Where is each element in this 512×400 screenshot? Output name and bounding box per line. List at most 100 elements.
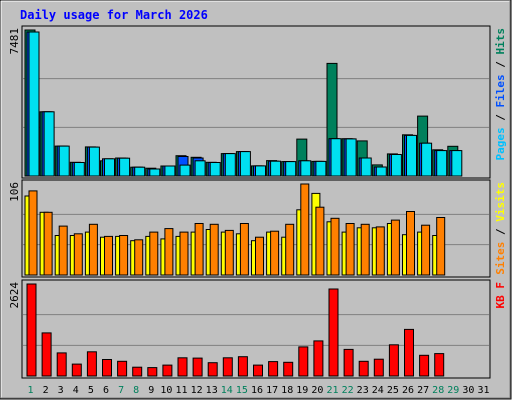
- bar-sites: [194, 223, 204, 276]
- day-label: 2: [43, 385, 49, 396]
- bar-kb-f: [71, 363, 82, 377]
- day-label: 27: [417, 385, 429, 396]
- bar-pages: [285, 161, 297, 177]
- legend-entry: Hits: [494, 28, 507, 55]
- panel-max-label: 106: [8, 182, 21, 202]
- bar-pages: [224, 153, 236, 177]
- day-label: 7: [118, 385, 124, 396]
- panel-visits-sites: 106 Sites / Visits: [8, 179, 507, 278]
- legend-entry: Files: [494, 74, 507, 107]
- bar-sites: [58, 225, 68, 276]
- bar-sites: [164, 228, 174, 276]
- bar-pages: [451, 150, 463, 177]
- bar-kb-f: [313, 340, 324, 377]
- day-label: 6: [103, 385, 109, 396]
- bar-pages: [209, 162, 221, 177]
- day-label: 4: [73, 385, 79, 396]
- bar-sites: [209, 223, 219, 276]
- bar-kb-f: [192, 357, 203, 377]
- day-label: 25: [387, 385, 399, 396]
- bar-pages: [164, 165, 176, 177]
- bar-sites: [390, 219, 400, 276]
- panel-max-label: 2624: [8, 282, 21, 309]
- panel-legend: Pages / Files / Hits: [494, 28, 507, 161]
- day-label: 29: [447, 385, 459, 396]
- day-label: 11: [175, 385, 187, 396]
- bar-kb-f: [358, 360, 369, 377]
- bar-pages: [179, 164, 191, 177]
- bar-kb-f: [222, 357, 233, 377]
- bar-kb-f: [86, 351, 97, 377]
- day-label: 12: [191, 385, 203, 396]
- bar-kb-f: [343, 348, 354, 377]
- panel-legend: Sites / Visits: [494, 182, 507, 275]
- bar-pages: [345, 138, 357, 177]
- day-label: 8: [133, 385, 139, 396]
- bar-pages: [73, 162, 85, 177]
- day-label: 14: [221, 385, 233, 396]
- bar-sites: [179, 231, 189, 276]
- bar-pages: [390, 154, 402, 177]
- day-label: 26: [402, 385, 414, 396]
- bar-sites: [375, 226, 385, 276]
- bar-kb-f: [177, 357, 188, 377]
- bar-sites: [88, 223, 98, 276]
- legend-entry: /: [494, 222, 507, 242]
- chart-panels: 7481 Pages / Files / Hits 106 Sites / Visit…: [8, 25, 507, 379]
- day-label: 19: [296, 385, 308, 396]
- bar-pages: [194, 160, 206, 177]
- day-label: 18: [281, 385, 293, 396]
- bar-pages: [88, 146, 100, 177]
- bar-sites: [224, 229, 234, 276]
- chart-title: Daily usage for March 2026: [20, 8, 208, 22]
- bar-sites: [104, 235, 113, 276]
- day-label: 28: [432, 385, 444, 396]
- day-label: 30: [462, 385, 474, 396]
- bar-kb-f: [328, 288, 339, 377]
- bar-pages: [255, 165, 266, 177]
- bar-kb-f: [373, 358, 384, 377]
- bar-pages: [134, 166, 146, 177]
- bar-pages: [43, 111, 55, 177]
- bar-pages: [375, 166, 387, 177]
- bar-sites: [406, 211, 415, 276]
- bar-sites: [134, 239, 144, 276]
- bar-kb-f: [388, 344, 399, 377]
- legend-entry: Pages: [494, 127, 507, 160]
- day-label: 5: [88, 385, 94, 396]
- bar-kb-f: [102, 359, 112, 377]
- bar-kb-f: [237, 356, 248, 377]
- bar-pages: [119, 157, 131, 177]
- bar-kb-f: [56, 352, 67, 377]
- day-label: 9: [148, 385, 154, 396]
- bar-kb-f: [253, 364, 263, 377]
- bar-pages: [360, 157, 372, 177]
- bar-sites: [300, 183, 310, 276]
- bar-kb-f: [117, 360, 128, 377]
- bar-sites: [73, 233, 83, 276]
- bar-pages: [104, 158, 115, 177]
- legend-entry: Visits: [494, 182, 507, 222]
- bar-pages: [300, 160, 312, 177]
- bar-kb-f: [419, 354, 430, 377]
- bar-kb-f: [26, 283, 37, 377]
- day-label: 22: [342, 385, 354, 396]
- day-label: 21: [326, 385, 338, 396]
- bar-sites: [270, 230, 280, 276]
- bar-kb-f: [268, 361, 279, 377]
- day-label: 24: [372, 385, 384, 396]
- bar-kb-f: [404, 328, 414, 377]
- day-label: 31: [477, 385, 489, 396]
- day-label: 3: [58, 385, 64, 396]
- legend-entry: KB F: [494, 282, 507, 309]
- bar-kb-f: [207, 362, 218, 377]
- bar-sites: [119, 235, 129, 276]
- panel-kbf: 2624 KB F: [8, 279, 507, 379]
- bar-sites: [360, 223, 370, 276]
- day-label: 10: [160, 385, 172, 396]
- bar-kb-f: [434, 353, 445, 377]
- bar-kb-f: [41, 332, 52, 377]
- day-label: 17: [266, 385, 278, 396]
- day-label: 23: [357, 385, 369, 396]
